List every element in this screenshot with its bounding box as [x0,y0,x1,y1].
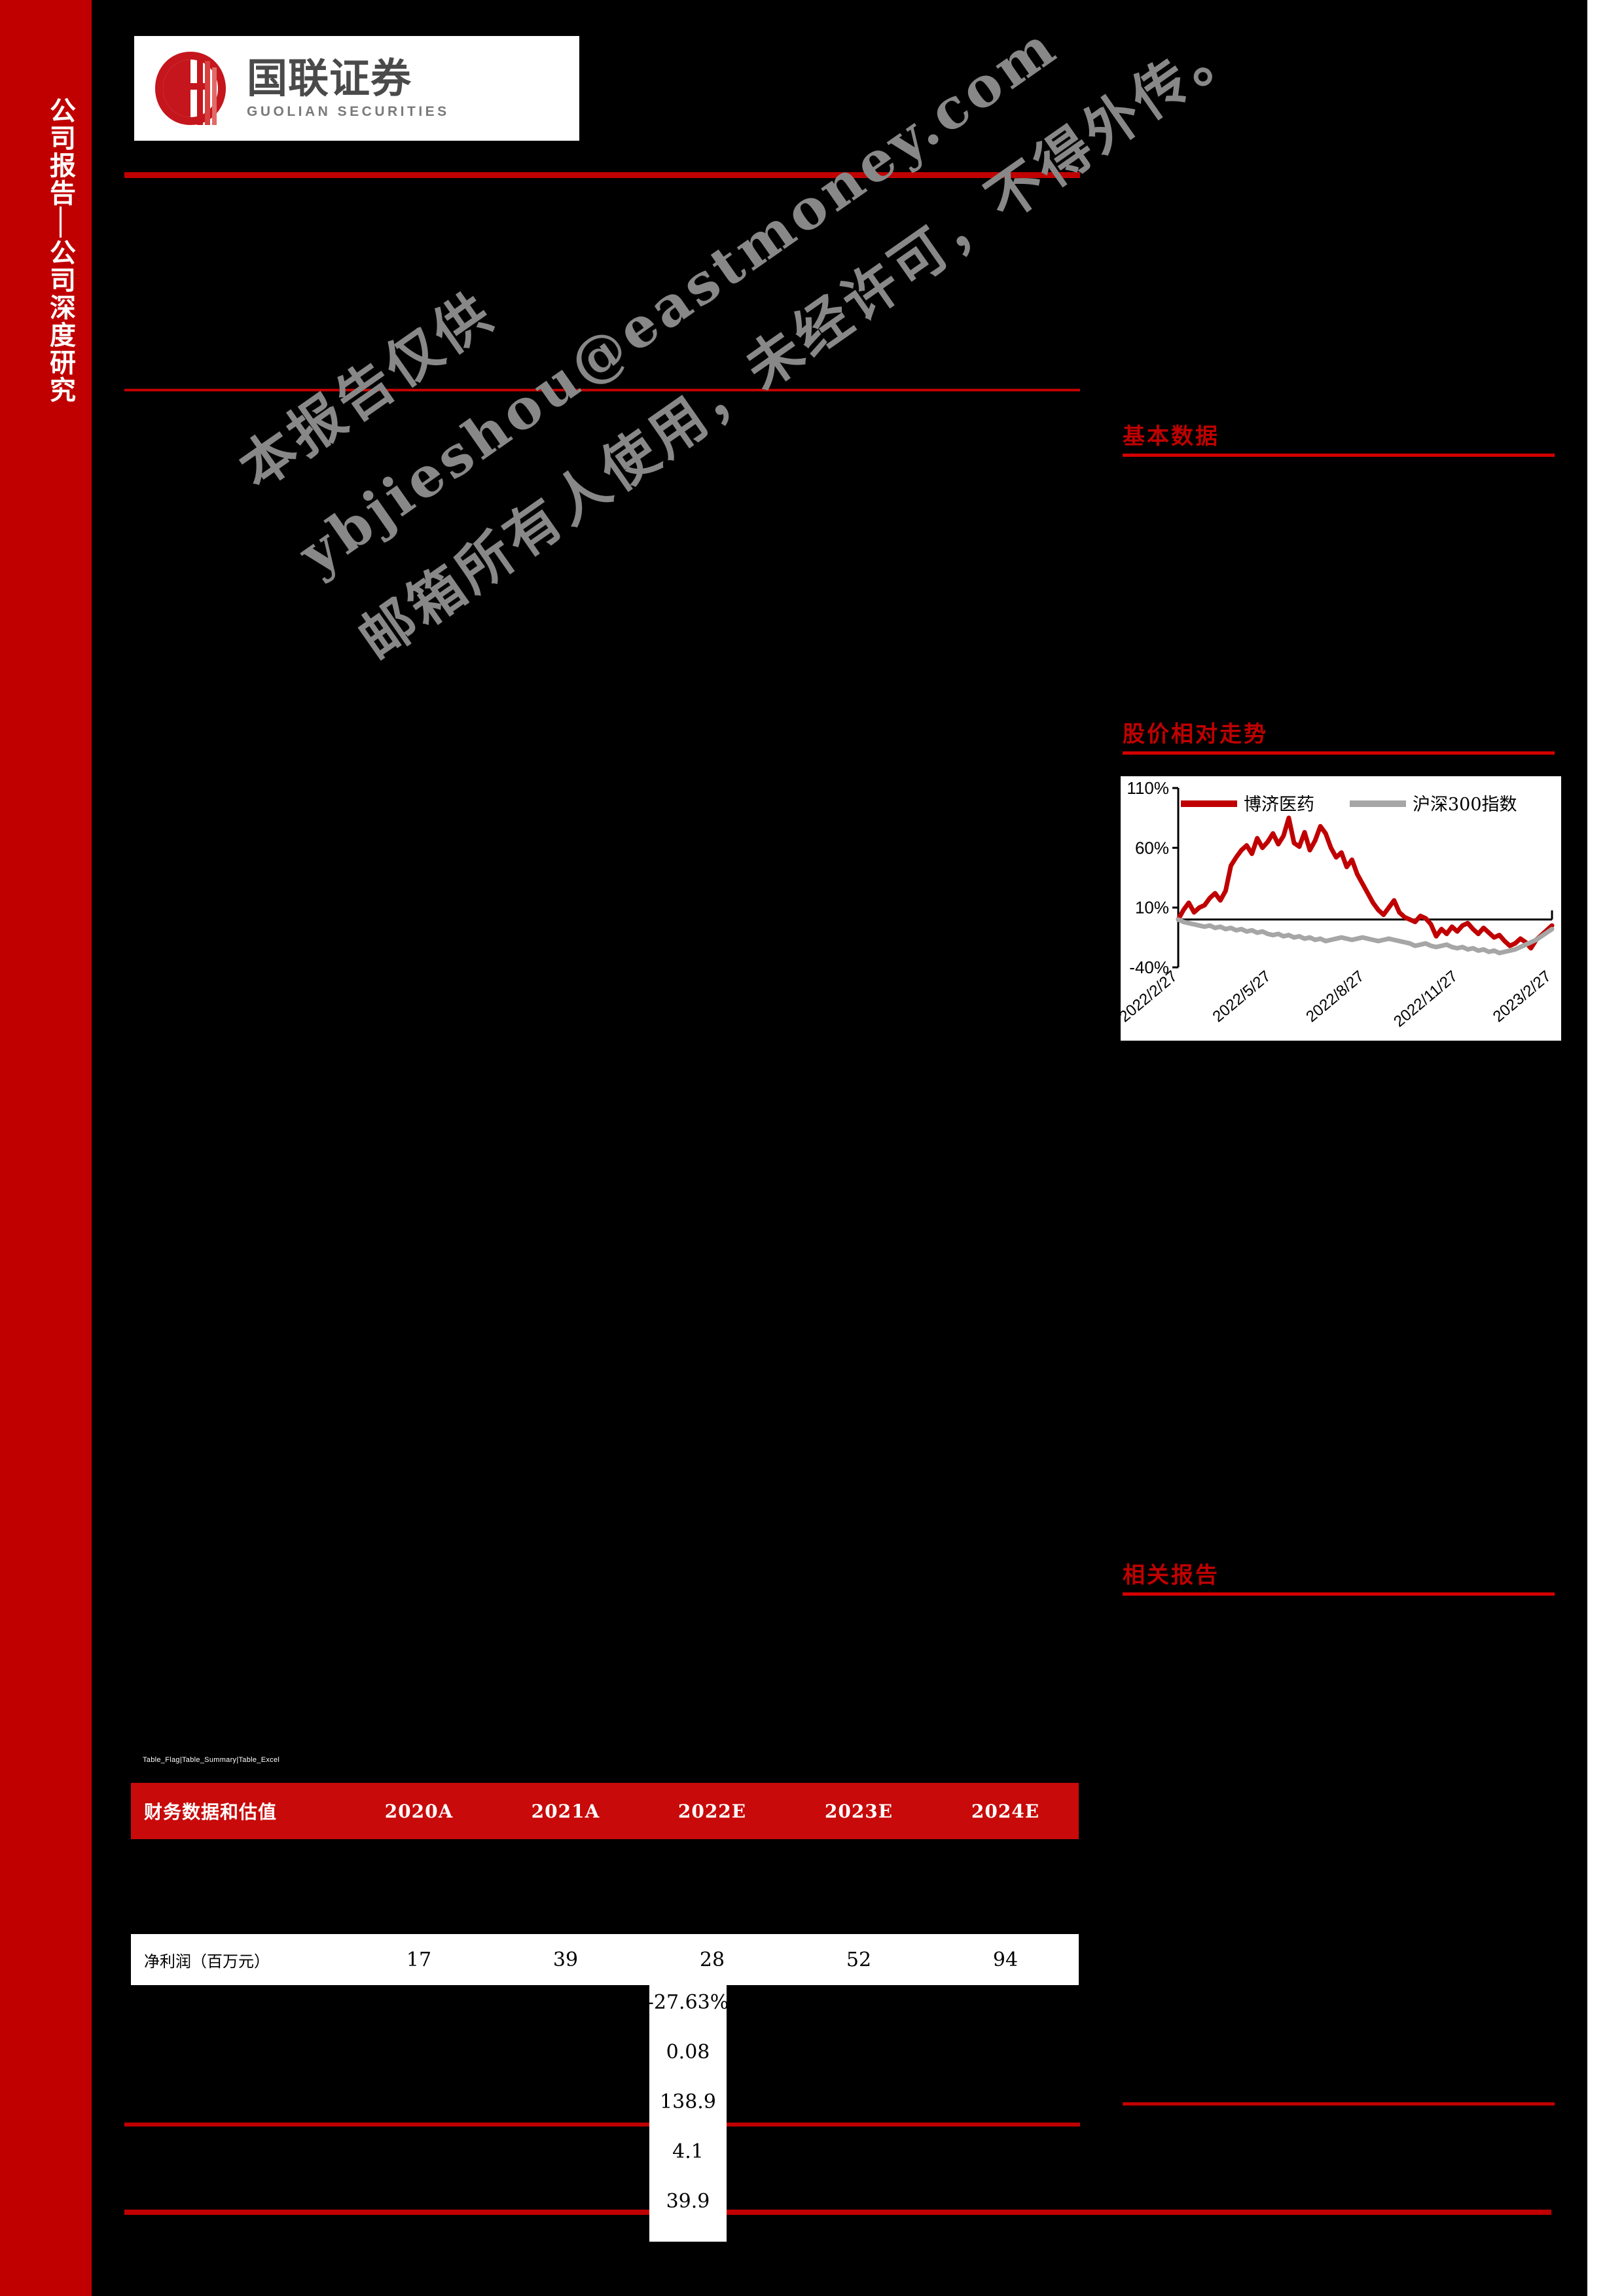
section-price-trend: 股价相对走势 [1123,723,1555,755]
svg-text:60%: 60% [1135,838,1169,857]
table-cell: 94 [992,1948,1019,1971]
guolian-logo-icon [149,46,232,130]
page-right-margin [1587,0,1624,2296]
table-header-cell: 2020A [384,1800,454,1822]
table-cell: -27.63% [647,1991,729,2014]
right-column-bottom-rule [1123,2102,1555,2106]
logo-name-cn: 国联证券 [247,54,412,102]
section-related-reports: 相关报告 [1123,1564,1555,1596]
table-template-marker: Table_Flag|Table_Summary|Table_Excel [143,1756,280,1764]
table-cell: 0.08 [666,2041,710,2064]
table-cell: 52 [846,1948,872,1971]
table-cell: 17 [406,1948,432,1971]
sidebar-vertical-label: 公司报告│公司深度研究 [45,97,76,404]
price-trend-chart: -40% 10% 60% 110% 博济医药 沪深300指数 2022/2/27 2022/5… [1121,776,1561,1041]
table-header-cell: 2024E [971,1800,1040,1822]
section-basic-data-title: 基本数据 [1123,423,1219,450]
table-cell: 28 [699,1948,725,1971]
table-bottom-rule [124,2123,1080,2126]
table-header-cell: 2022E [677,1800,747,1822]
table-row-label: 净利润（百万元） [144,1952,270,1971]
svg-text:2022/8/27: 2022/8/27 [1303,967,1367,1026]
svg-text:-40%: -40% [1129,958,1169,977]
section-basic-data: 基本数据 [1123,425,1555,457]
table-header-cell: 财务数据和估值 [144,1801,278,1823]
svg-text:2022/11/27: 2022/11/27 [1390,967,1461,1031]
company-logo: 国联证券 GUOLIAN SECURITIES [134,36,579,141]
section-related-reports-rule [1123,1592,1555,1596]
svg-text:博济医药: 博济医药 [1244,795,1314,815]
table-header-cell: 2023E [824,1800,893,1822]
table-cell: 138.9 [660,2090,716,2113]
svg-text:110%: 110% [1127,778,1169,798]
section-price-trend-rule [1123,751,1555,755]
logo-wordmark: 国联证券 GUOLIAN SECURITIES [247,54,450,119]
header-rule [124,172,1080,178]
logo-name-en: GUOLIAN SECURITIES [247,104,450,119]
watermark-line-3: 邮箱所有人使用，未经许可，不得外传。 [347,10,1254,673]
title-divider-rule [124,389,1080,391]
table-cell: 4.1 [672,2140,704,2163]
svg-text:10%: 10% [1135,898,1169,918]
table-row: 净利润（百万元） 17 39 28 52 94 [131,1934,1079,1985]
table-cell: 39 [552,1948,579,1971]
left-red-band: 公司报告│公司深度研究 [0,0,92,2296]
section-basic-data-rule [1123,453,1555,457]
footer-rule [124,2210,1551,2215]
section-related-reports-title: 相关报告 [1123,1562,1219,1588]
section-price-trend-title: 股价相对走势 [1123,721,1268,747]
svg-text:2022/5/27: 2022/5/27 [1209,967,1274,1026]
financial-table-header: 财务数据和估值 2020A 2021A 2022E 2023E 2024E [131,1783,1079,1839]
svg-text:2023/2/27: 2023/2/27 [1490,967,1555,1026]
table-header-cell: 2021A [531,1800,600,1822]
svg-text:沪深300指数: 沪深300指数 [1413,795,1517,815]
table-partial-column: -27.63% 0.08 138.9 4.1 39.9 [647,1985,729,2242]
table-cell: 39.9 [666,2190,710,2213]
